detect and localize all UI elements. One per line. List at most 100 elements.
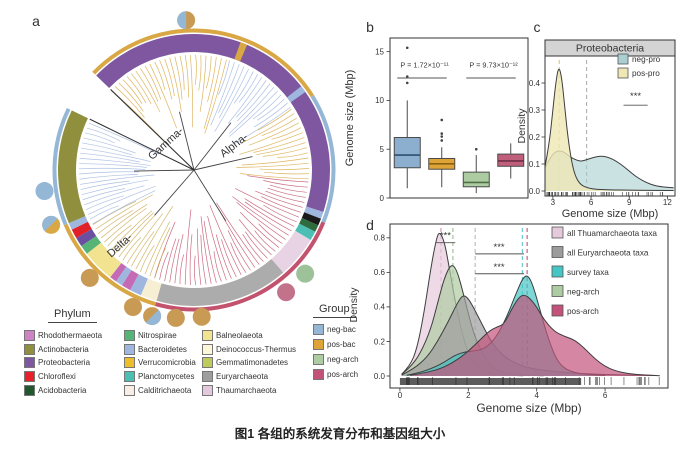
x-axis-title: Genome size (Mbp) (562, 208, 659, 220)
tree-branch (169, 57, 182, 112)
legend-item: Planctomycetes (124, 370, 202, 384)
tree-branch (135, 206, 174, 270)
clade-label: Alpha- (218, 131, 251, 160)
legend-item: Balneolaeota (202, 329, 318, 343)
legend-label: Verrucomicrobia (138, 358, 196, 368)
tree-branch (154, 61, 166, 90)
tree-branch (135, 70, 161, 113)
ring-segment (96, 33, 331, 213)
tree-branch (198, 55, 202, 91)
tree-branch (269, 184, 307, 193)
tree-branch (126, 76, 147, 104)
ring-segment (86, 242, 122, 278)
outlier-point (440, 132, 444, 135)
legend-label: all Euryarchaeota taxa (567, 249, 649, 258)
tree-branch (242, 233, 264, 262)
taxon-dot (296, 264, 315, 283)
tree-branch (277, 152, 308, 158)
legend-label: neg-pro (632, 55, 661, 64)
legend-label: Planctomycetes (138, 372, 195, 382)
ring-segment (58, 110, 88, 224)
tree-branch (238, 219, 272, 256)
outlier-point (440, 139, 444, 142)
ring-segment (156, 259, 284, 306)
tree-branch (261, 117, 297, 137)
tree-branch (118, 82, 144, 112)
tree-branch (200, 235, 207, 285)
legend-swatch (24, 330, 35, 342)
ring-segment (271, 230, 311, 273)
tree-branch (245, 231, 268, 259)
density-outline (544, 68, 674, 191)
ring-segment (81, 235, 102, 254)
tree-branch (81, 147, 151, 162)
outlier-point (440, 135, 444, 138)
tree-branch (229, 90, 278, 137)
legend-swatch (313, 354, 324, 365)
density-area (410, 295, 660, 376)
tree-branch (263, 180, 308, 188)
x-tick-label: 2 (466, 391, 471, 400)
y-tick-label: 0.0 (374, 372, 386, 381)
tree-branch (236, 83, 271, 122)
tree-branch (159, 60, 173, 100)
tree-branch (107, 224, 132, 247)
legend-swatch (617, 53, 629, 65)
tree-branch (100, 204, 148, 239)
tree-branch (174, 56, 183, 100)
tree-branch (214, 68, 250, 132)
legend-item: neg-bac (313, 324, 359, 335)
legend-item: pos-arch (313, 369, 359, 380)
tree-branch (118, 214, 156, 258)
group-legend-title: Group (313, 303, 356, 318)
tree-trunk (193, 122, 232, 171)
tree-branch (189, 234, 193, 285)
tree-trunk (134, 169, 195, 172)
legend-label: neg-arch (567, 288, 600, 297)
tree-branch (174, 234, 184, 284)
legend-label: all Thuamarchaeota taxa (567, 229, 657, 238)
taxon-dot-half (42, 215, 58, 232)
tree-branch (131, 231, 155, 267)
ring-segment (68, 216, 88, 230)
tree-branch (169, 238, 180, 283)
panel-label-a: a (32, 13, 40, 29)
tree-branch (257, 98, 285, 121)
tree-branch (79, 163, 147, 168)
legend-item: Chloroflexi (24, 370, 124, 384)
legend-swatch (313, 324, 324, 335)
tree-branch (200, 216, 212, 284)
density-outline (410, 294, 660, 377)
tree-branch (199, 55, 207, 112)
chart-b-svg: 0 5 10 15 P = 1.72×10⁻¹¹ P = 9.73×10⁻¹² Genome… (344, 19, 529, 203)
legend-label: Calditrichaeota (138, 385, 192, 395)
legend-label: Euryarchaeota (216, 372, 269, 382)
tree-branch (258, 223, 283, 244)
tree-branch (164, 238, 177, 282)
legend-swatch (202, 343, 213, 355)
legend-item: Proteobacteria (24, 356, 124, 370)
legend-swatch (551, 304, 564, 317)
tree-branch (256, 142, 306, 156)
ring-segment (140, 278, 162, 301)
legend-item: Rhodothermaeota (24, 329, 124, 343)
legend-swatch (202, 330, 213, 342)
taxon-dot (35, 182, 54, 201)
legend-label: Proteobacteria (38, 358, 91, 368)
tree-branch (271, 127, 302, 140)
legend-label: Bacteroidetes (138, 344, 187, 354)
legend-label: pos-arch (567, 307, 599, 316)
significance-stars: *** (494, 262, 505, 273)
y-axis-title: Genome size (Mbp) (344, 70, 356, 167)
legend-label: neg-bac (327, 325, 356, 334)
legend-label: Gemmatimonadetes (216, 358, 289, 368)
x-tick-label: 6 (589, 198, 594, 207)
y-tick-label: 0.0 (529, 187, 541, 196)
legend-label: Acidobacteria (38, 385, 87, 395)
ring-segment (130, 274, 148, 296)
tree-branch (234, 188, 300, 218)
tree-branch (79, 171, 140, 175)
tree-branch (267, 187, 306, 198)
facet-header-title: Proteobacteria (576, 43, 644, 55)
y-axis-title: Density (516, 108, 528, 144)
